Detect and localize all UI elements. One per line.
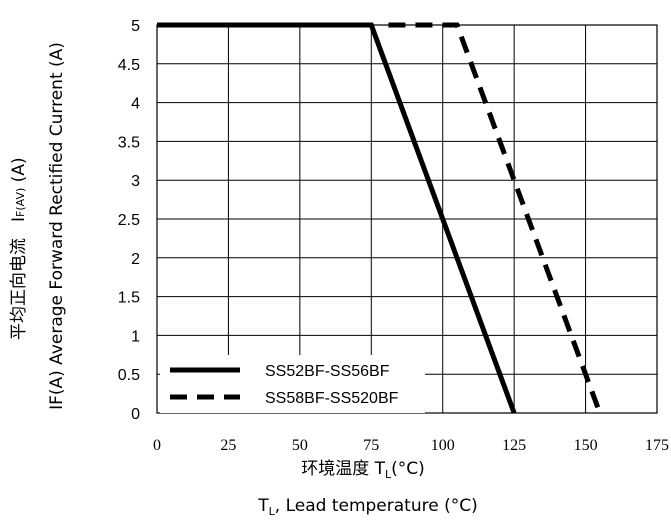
y-tick-label-1: 0.5 [118,367,140,384]
x-tick-label-2: 50 [292,437,308,454]
y-tick-label-5: 2.5 [118,212,140,229]
series-line-1 [388,22,603,414]
y-axis-label-cn: 平均正向电流IF(AV) (A) [9,157,29,340]
tick-labels: 0 25 50 75 100 125 150 175 0 0.5 1 1.5 2 2.5 3 3.5 4 4.5 5 [118,18,669,454]
y-tick-label-10: 5 [131,18,140,35]
y-axis-label-en: IF(A) Average Forward Rectified Current … [47,42,67,410]
legend-label-0: SS52BF-SS56BF [265,363,390,380]
y-tick-label-4: 2 [131,251,140,268]
series-line-0 [157,22,517,414]
y-tick-label-9: 4.5 [118,57,140,74]
y-tick-label-6: 3 [131,173,140,190]
y-tick-label-8: 4 [131,96,140,113]
x-tick-label-3: 75 [363,437,379,454]
grid [156,24,658,414]
y-tick-label-7: 3.5 [118,134,140,151]
x-tick-label-5: 125 [502,437,526,454]
series-lines [157,22,603,414]
legend-box [160,355,425,413]
legend: SS52BF-SS56BF SS58BF-SS520BF [160,355,425,413]
x-axis-label-en: TL, Lead temperature (°C) [257,496,477,518]
x-axis-label-cn: 环境温度 TL(°C) [301,459,425,481]
y-tick-label-3: 1.5 [118,290,140,307]
x-tick-label-0: 0 [153,437,161,454]
y-tick-label-2: 1 [131,328,140,345]
x-tick-label-6: 150 [574,437,598,454]
x-tick-label-7: 175 [645,437,669,454]
x-tick-label-4: 100 [431,437,455,454]
legend-label-1: SS58BF-SS520BF [265,390,399,407]
y-tick-label-0: 0 [131,406,140,423]
x-tick-label-1: 25 [220,437,236,454]
